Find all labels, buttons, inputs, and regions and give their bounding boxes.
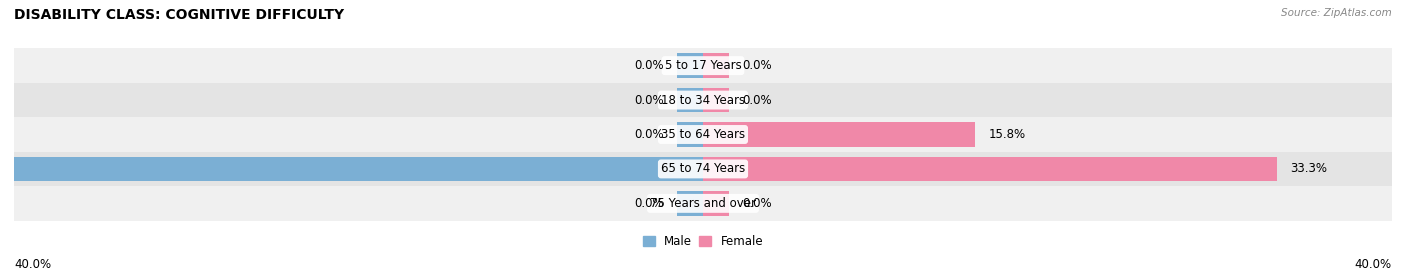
Bar	[703, 157, 1277, 181]
Text: 0.0%: 0.0%	[634, 197, 664, 210]
Text: 5 to 17 Years: 5 to 17 Years	[665, 59, 741, 72]
Text: 40.0%: 40.0%	[1355, 258, 1392, 269]
Bar	[678, 191, 703, 216]
Text: 40.0%: 40.0%	[14, 258, 51, 269]
Text: 15.8%: 15.8%	[988, 128, 1026, 141]
Text: 0.0%: 0.0%	[742, 197, 772, 210]
Text: 18 to 34 Years: 18 to 34 Years	[661, 94, 745, 107]
Bar	[14, 152, 1392, 186]
Legend: Male, Female: Male, Female	[638, 230, 768, 253]
Bar	[14, 117, 1392, 152]
Bar	[703, 53, 728, 78]
Bar	[703, 122, 976, 147]
Bar	[14, 48, 1392, 83]
Text: 0.0%: 0.0%	[634, 128, 664, 141]
Text: DISABILITY CLASS: COGNITIVE DIFFICULTY: DISABILITY CLASS: COGNITIVE DIFFICULTY	[14, 8, 344, 22]
Bar	[14, 157, 703, 181]
Bar	[14, 186, 1392, 221]
Text: 0.0%: 0.0%	[634, 94, 664, 107]
Bar	[678, 88, 703, 112]
Text: 0.0%: 0.0%	[742, 94, 772, 107]
Text: 33.3%: 33.3%	[1291, 162, 1327, 175]
Text: 0.0%: 0.0%	[742, 59, 772, 72]
Bar	[703, 191, 728, 216]
Text: 75 Years and over: 75 Years and over	[650, 197, 756, 210]
Text: 35 to 64 Years: 35 to 64 Years	[661, 128, 745, 141]
Text: Source: ZipAtlas.com: Source: ZipAtlas.com	[1281, 8, 1392, 18]
Bar	[678, 122, 703, 147]
Text: 0.0%: 0.0%	[634, 59, 664, 72]
Bar	[14, 83, 1392, 117]
Text: 65 to 74 Years: 65 to 74 Years	[661, 162, 745, 175]
Bar	[678, 53, 703, 78]
Bar	[703, 88, 728, 112]
